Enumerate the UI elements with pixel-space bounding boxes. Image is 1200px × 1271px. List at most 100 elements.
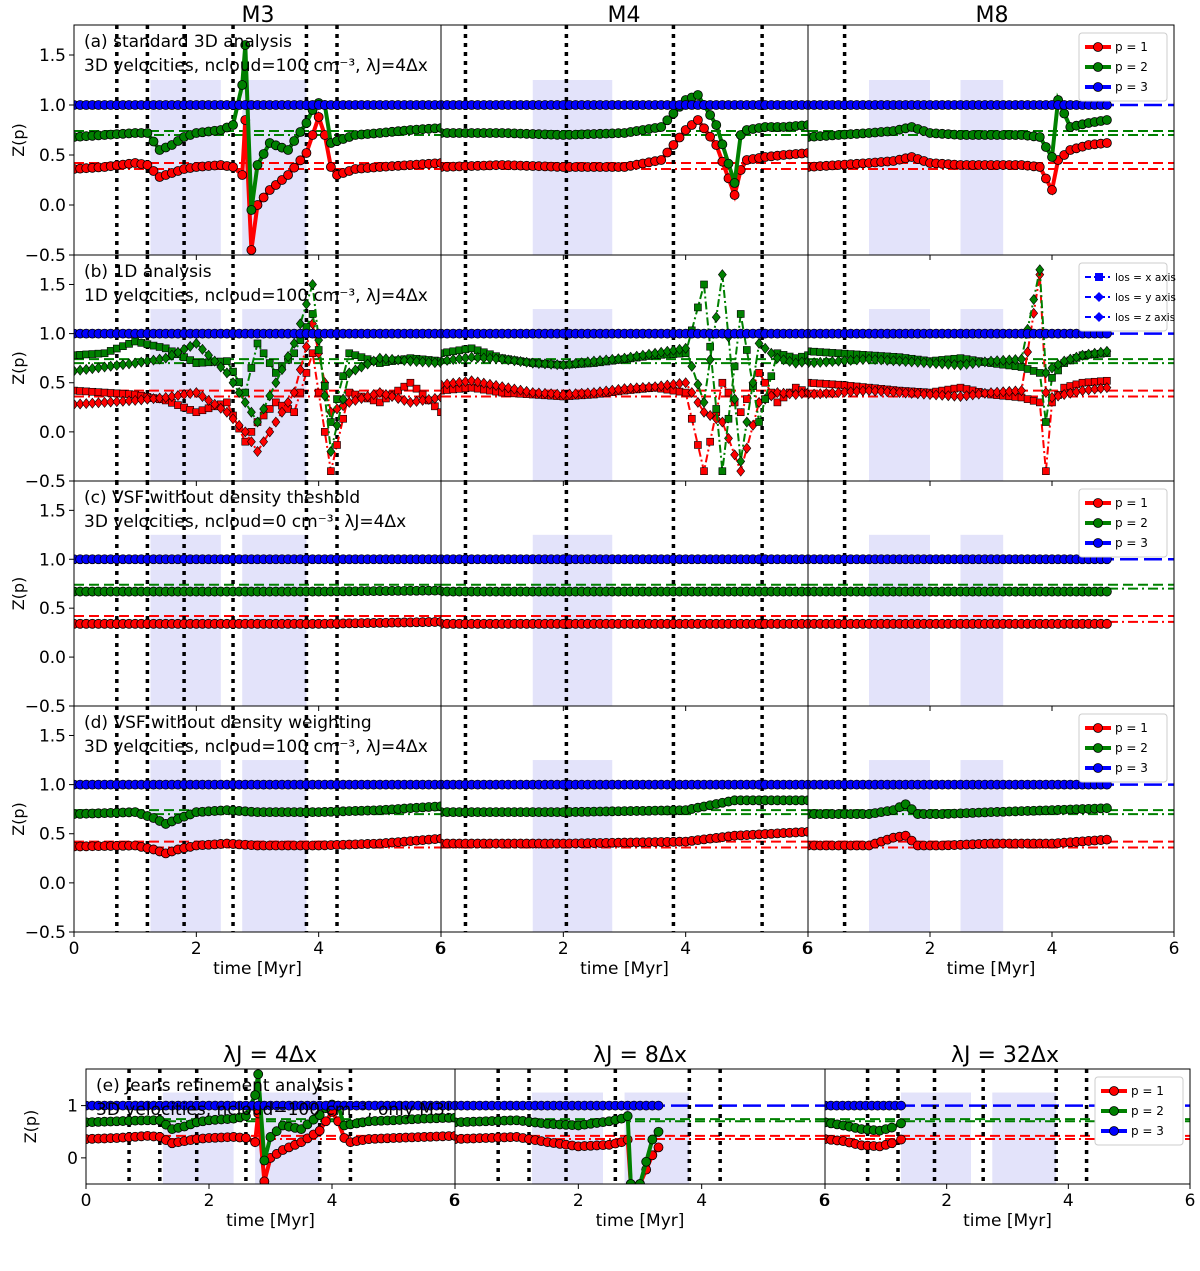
y-tick-label: −0.5: [25, 246, 66, 266]
data-point: [693, 378, 703, 390]
column-title-m3: M3: [242, 3, 275, 28]
y-tick-label: 1.0: [39, 550, 66, 570]
data-point: [889, 386, 898, 398]
data-point: [198, 343, 207, 355]
data-point: [622, 1111, 633, 1121]
data-point: [558, 389, 568, 401]
x-tick-label: 6: [450, 1191, 461, 1211]
y-tick-label: 1.0: [39, 325, 66, 345]
panel-subtitle: 3D velocities, ncloud=100 cm⁻³, only M3!: [96, 1100, 452, 1120]
data-point: [436, 391, 441, 403]
series-line-p-=-2-los-y: [441, 274, 808, 462]
plot-body: [74, 481, 441, 706]
data-point: [253, 339, 262, 348]
data-point: [223, 398, 231, 407]
data-point: [620, 383, 629, 395]
x-tick-label: 6: [803, 939, 814, 959]
data-point: [1011, 385, 1020, 397]
data-point: [485, 352, 495, 364]
data-point: [253, 416, 262, 428]
data-point: [1059, 108, 1070, 119]
data-point: [803, 618, 808, 629]
data-point: [632, 382, 642, 394]
data-point: [106, 396, 116, 408]
data-point: [516, 356, 525, 367]
data-point: [840, 386, 849, 398]
legend-marker: [1093, 82, 1103, 92]
data-point: [808, 357, 813, 369]
data-point: [901, 387, 910, 399]
legend-marker: [1109, 1086, 1119, 1096]
data-point: [228, 413, 238, 425]
data-point: [687, 414, 696, 423]
data-point: [112, 396, 122, 408]
data-point: [779, 387, 788, 399]
data-point: [198, 391, 207, 402]
data-point: [406, 378, 415, 387]
data-point: [540, 358, 550, 370]
data-point: [736, 310, 745, 318]
data-point: [638, 381, 648, 393]
data-point: [729, 178, 740, 188]
data-point: [846, 354, 856, 366]
data-point: [473, 352, 483, 364]
data-point: [1047, 152, 1057, 162]
panel-a-column-2: [807, 24, 1175, 260]
data-point: [473, 376, 483, 388]
data-point: [1102, 834, 1112, 845]
data-point: [887, 1138, 897, 1149]
data-point: [240, 396, 250, 408]
legend-label: los = z axis: [1115, 312, 1175, 324]
y-tick-label: 1.5: [39, 46, 66, 66]
legend-marker: [1093, 763, 1103, 773]
panel-subtitle: 1D velocities, ncloud=100 cm⁻³, λJ=4Δx: [84, 286, 428, 306]
data-point: [919, 388, 929, 400]
data-point: [700, 280, 708, 289]
data-point: [479, 377, 489, 389]
data-point: [320, 390, 330, 402]
data-point: [412, 384, 421, 393]
legend-label: p = 2: [1115, 60, 1148, 74]
data-point: [540, 387, 550, 399]
data-point: [705, 131, 716, 142]
data-point: [889, 355, 898, 367]
data-point: [393, 354, 403, 366]
data-point: [167, 349, 177, 361]
data-point: [467, 375, 476, 387]
data-point: [785, 388, 795, 400]
data-point: [1047, 362, 1057, 374]
data-point: [724, 414, 733, 423]
data-point: [858, 385, 868, 397]
data-point: [1004, 385, 1014, 397]
data-point: [718, 467, 727, 475]
y-tick-label: 0.0: [39, 648, 66, 668]
data-point: [289, 337, 299, 349]
legend-marker: [1109, 1106, 1119, 1116]
panel-title: (e) Jeans refinement analysis: [96, 1076, 344, 1096]
y-tick-label: 1.0: [39, 776, 66, 796]
data-point: [265, 390, 275, 402]
data-point: [325, 162, 336, 172]
data-point: [295, 155, 306, 166]
y-tick-label: 0.5: [39, 825, 66, 845]
data-point: [754, 337, 764, 349]
plot-body: [808, 706, 1174, 932]
data-point: [253, 446, 262, 458]
data-point: [1102, 382, 1112, 394]
data-point: [925, 357, 935, 369]
data-point: [760, 342, 770, 354]
data-point: [712, 405, 721, 413]
data-point: [320, 428, 329, 436]
x-tick-label: 4: [313, 939, 324, 959]
data-point: [350, 364, 360, 376]
panel-a: −0.5 0.0 0.5 1.0 1.5 Z(p) (a) standard 3D anal…: [9, 24, 1175, 266]
data-point: [436, 554, 441, 565]
legend-marker: [1093, 538, 1103, 548]
x-tick-label: 2: [558, 939, 569, 959]
plot-body: [808, 25, 1174, 255]
data-point: [653, 1142, 664, 1153]
y-tick-label: 0.5: [39, 599, 66, 619]
data-point: [142, 128, 153, 138]
data-point: [418, 356, 428, 368]
